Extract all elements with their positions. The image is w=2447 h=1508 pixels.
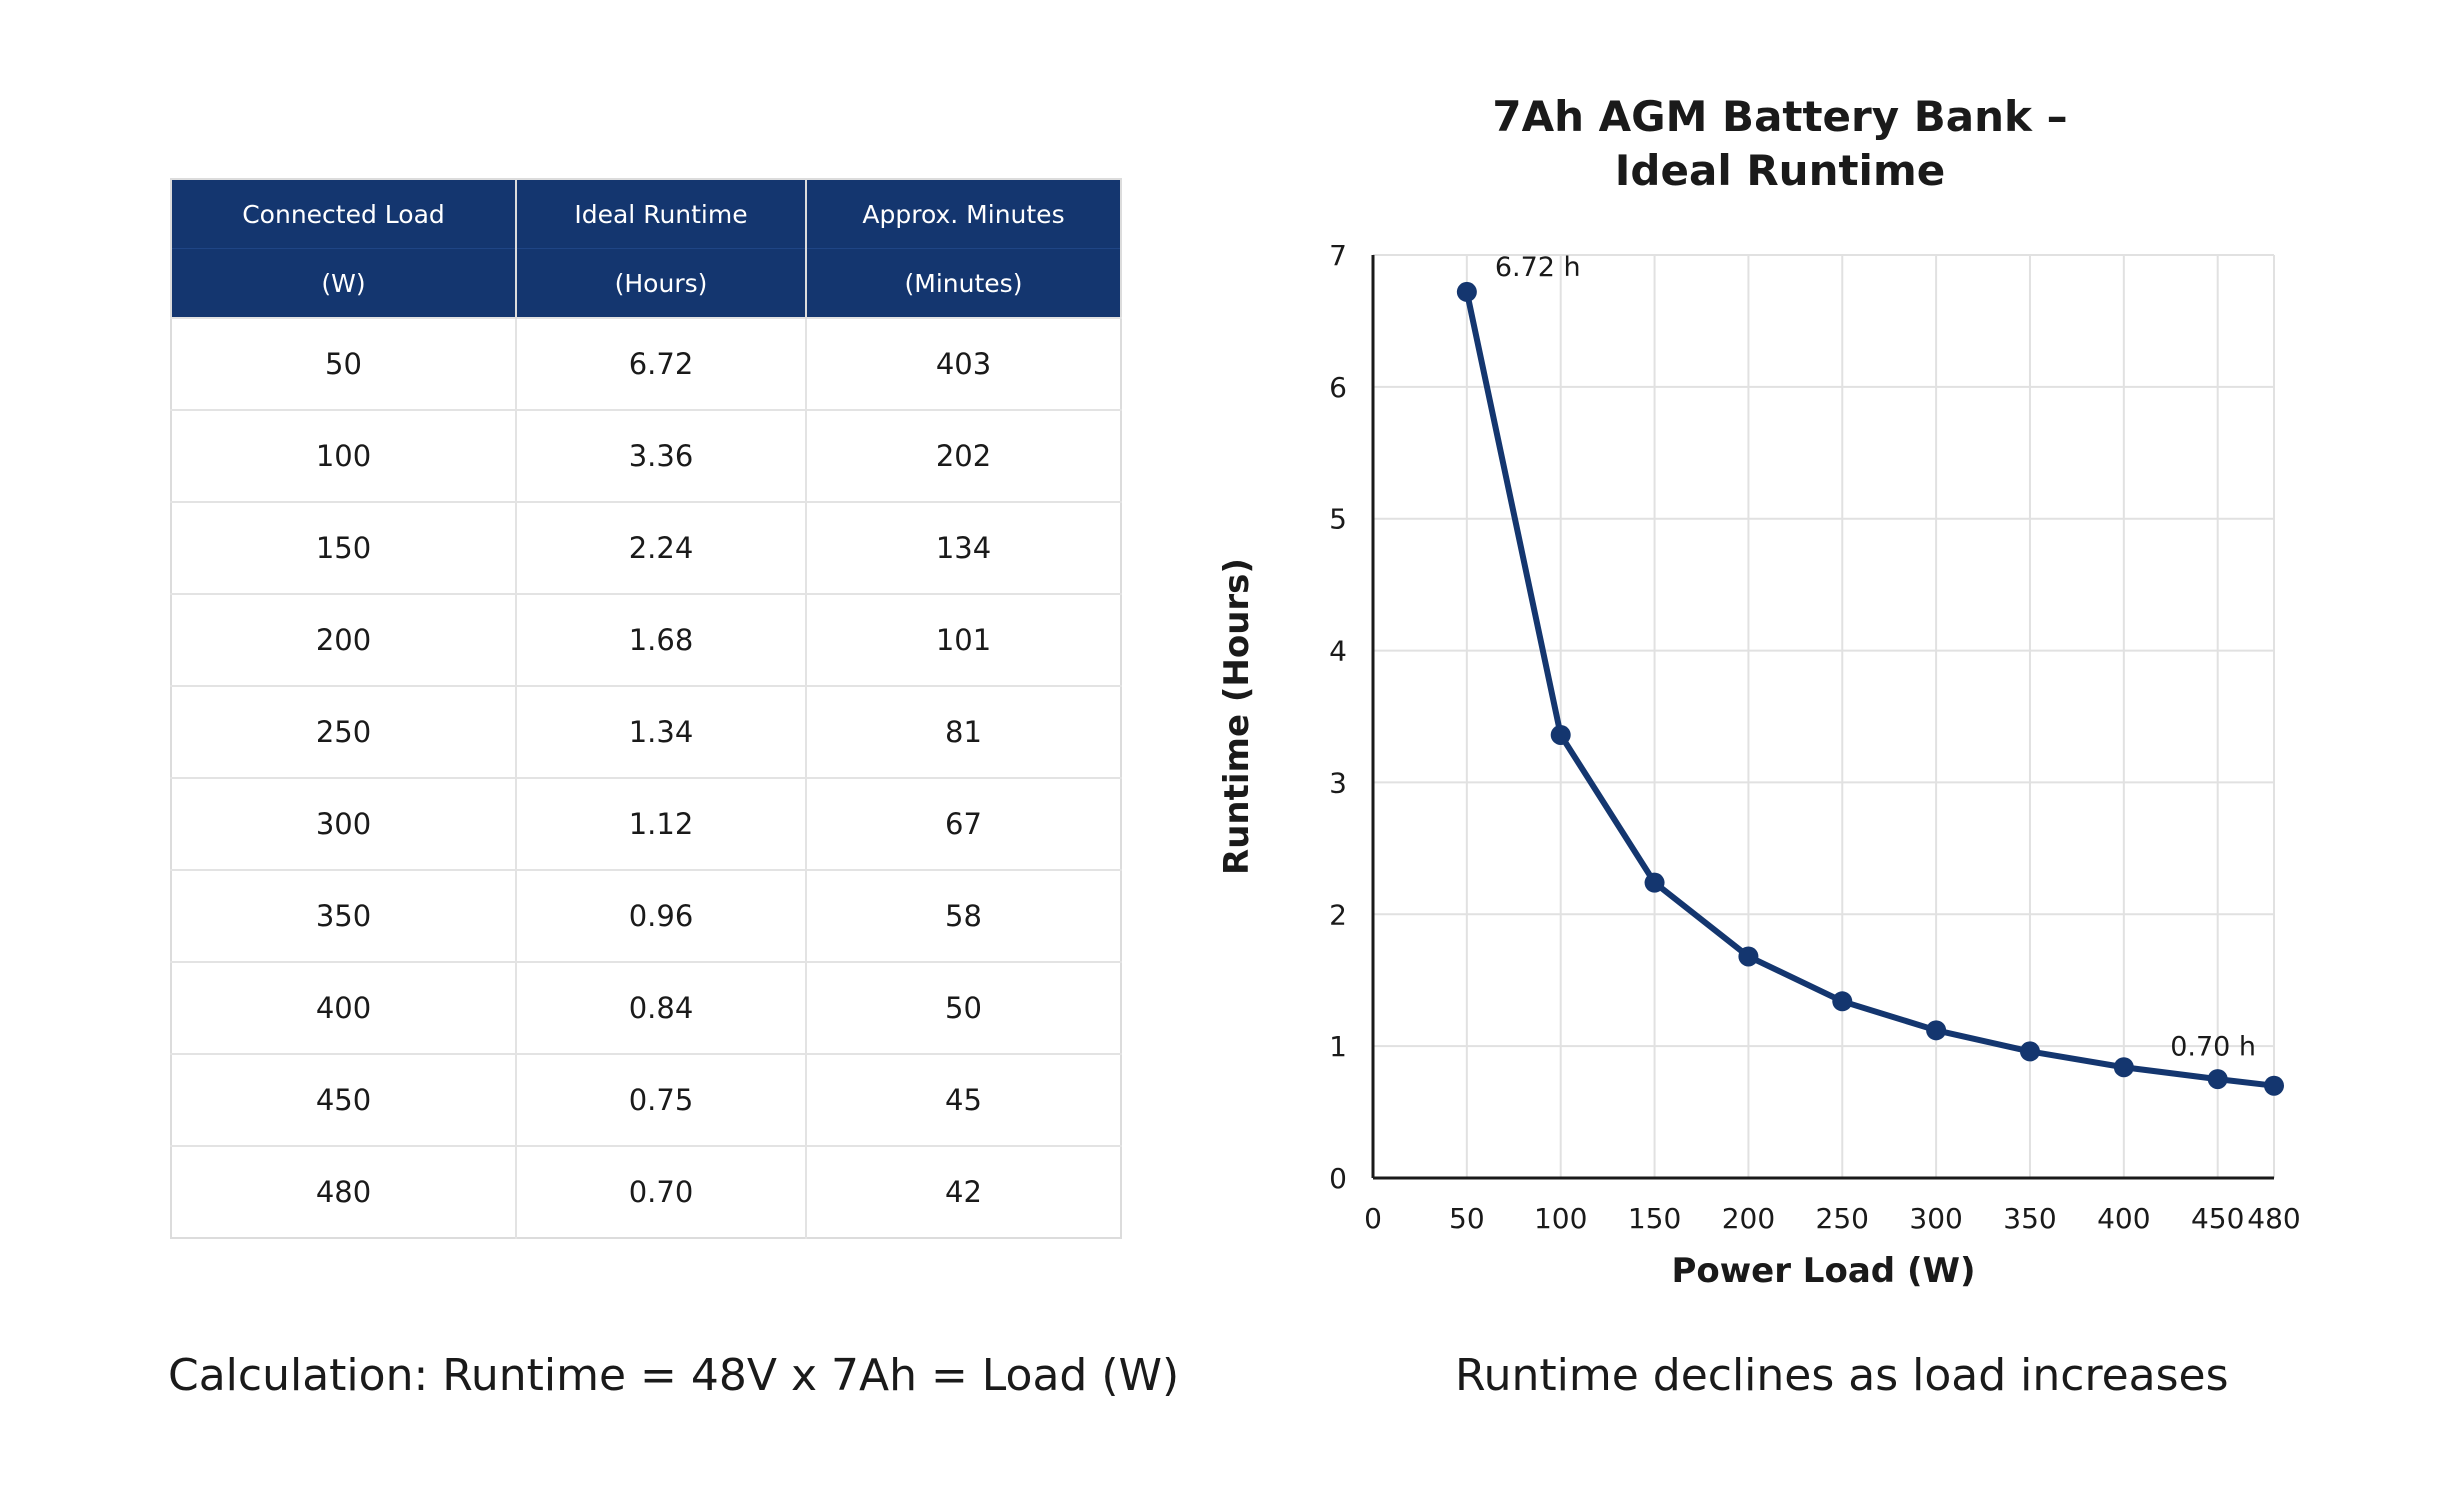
x-tick-label: 100 <box>1534 1202 1587 1235</box>
cell-minutes: 202 <box>805 409 1121 502</box>
y-tick-label: 4 <box>1329 635 1347 668</box>
cell-runtime-hours: 1.12 <box>515 777 806 870</box>
cell-load: 400 <box>171 961 516 1054</box>
cell-minutes: 67 <box>805 777 1121 870</box>
header-approx-minutes: Approx. Minutes <box>805 179 1121 249</box>
y-tick-label: 7 <box>1329 239 1347 272</box>
x-axis-label: Power Load (W) <box>1671 1251 1975 1291</box>
y-tick-label: 5 <box>1329 503 1347 536</box>
data-point <box>2264 1075 2284 1096</box>
table-row: 480 0.70 42 <box>171 1145 1121 1238</box>
data-point <box>2113 1057 2134 1078</box>
cell-load: 350 <box>171 869 516 962</box>
cell-runtime-hours: 0.75 <box>515 1053 806 1146</box>
data-point <box>1456 281 1477 302</box>
cell-load: 50 <box>171 317 516 410</box>
runtime-series-line <box>1463 288 2277 1089</box>
cell-load: 100 <box>171 409 516 502</box>
data-annotation: 6.72 h <box>1495 252 1581 283</box>
y-axis-label: Runtime (Hours) <box>1217 558 1257 875</box>
cell-runtime-hours: 1.68 <box>515 593 806 686</box>
table-row: 100 3.36 202 <box>171 409 1121 502</box>
table-header-row: Connected Load Ideal Runtime Approx. Min… <box>171 179 1121 249</box>
table-header-units-row: (W) (Hours) (Minutes) <box>171 248 1121 318</box>
y-tick-label: 6 <box>1329 371 1347 404</box>
cell-load: 250 <box>171 685 516 778</box>
chart-title-line-1: 7Ah AGM Battery Bank – <box>1492 92 2068 141</box>
data-point <box>1550 724 1571 745</box>
table-row: 400 0.84 50 <box>171 961 1121 1054</box>
data-point <box>2019 1041 2040 1062</box>
cell-load: 450 <box>171 1053 516 1146</box>
cell-runtime-hours: 0.70 <box>515 1145 806 1238</box>
cell-minutes: 42 <box>805 1145 1121 1238</box>
y-tick-label: 2 <box>1329 898 1347 931</box>
cell-minutes: 58 <box>805 869 1121 962</box>
table-row: 50 6.72 403 <box>171 317 1121 410</box>
header-ideal-runtime: Ideal Runtime <box>515 179 806 249</box>
y-tick-label: 0 <box>1329 1162 1347 1195</box>
header-connected-load: Connected Load <box>171 179 516 249</box>
chart-title-line-2: Ideal Runtime <box>1614 146 1946 195</box>
cell-load: 200 <box>171 593 516 686</box>
cell-minutes: 101 <box>805 593 1121 686</box>
chart-title: 7Ah AGM Battery Bank – Ideal Runtime <box>1480 90 2080 198</box>
table-row: 150 2.24 134 <box>171 501 1121 594</box>
trend-caption: Runtime declines as load increases <box>1455 1350 2229 1401</box>
table-row: 300 1.12 67 <box>171 777 1121 870</box>
cell-runtime-hours: 0.84 <box>515 961 806 1054</box>
data-point <box>1644 872 1665 893</box>
header-unit-minutes: (Minutes) <box>805 248 1121 318</box>
table-body: 50 6.72 403 100 3.36 202 150 2.24 134 200 1.68 101 2… <box>171 317 1121 1238</box>
y-tick-label: 3 <box>1329 766 1347 799</box>
cell-load: 300 <box>171 777 516 870</box>
cell-runtime-hours: 1.34 <box>515 685 806 778</box>
x-tick-label: 350 <box>2003 1202 2056 1235</box>
runtime-table: Connected Load Ideal Runtime Approx. Min… <box>170 178 1122 1239</box>
calculation-caption: Calculation: Runtime = 48V x 7Ah = Load … <box>168 1350 1180 1401</box>
header-unit-watts: (W) <box>171 248 516 318</box>
x-tick-label: 0 <box>1364 1202 1382 1235</box>
cell-load: 150 <box>171 501 516 594</box>
cell-runtime-hours: 3.36 <box>515 409 806 502</box>
data-point <box>1738 946 1759 967</box>
cell-minutes: 50 <box>805 961 1121 1054</box>
data-annotation: 0.70 h <box>2170 1032 2256 1063</box>
x-tick-label: 400 <box>2097 1202 2150 1235</box>
cell-minutes: 134 <box>805 501 1121 594</box>
table-row: 200 1.68 101 <box>171 593 1121 686</box>
table-row: 450 0.75 45 <box>171 1053 1121 1146</box>
data-point <box>1832 991 1853 1012</box>
table-row: 250 1.34 81 <box>171 685 1121 778</box>
x-tick-label: 150 <box>1628 1202 1681 1235</box>
cell-runtime-hours: 2.24 <box>515 501 806 594</box>
x-tick-label: 200 <box>1722 1202 1775 1235</box>
data-point <box>2207 1069 2228 1090</box>
cell-minutes: 45 <box>805 1053 1121 1146</box>
cell-minutes: 81 <box>805 685 1121 778</box>
x-tick-label: 300 <box>1909 1202 1962 1235</box>
x-tick-label: 50 <box>1449 1202 1485 1235</box>
cell-minutes: 403 <box>805 317 1121 410</box>
cell-runtime-hours: 0.96 <box>515 869 806 962</box>
cell-load: 480 <box>171 1145 516 1238</box>
cell-runtime-hours: 6.72 <box>515 317 806 410</box>
table-row: 350 0.96 58 <box>171 869 1121 962</box>
y-tick-label: 1 <box>1329 1030 1347 1063</box>
x-tick-label: 450 <box>2191 1202 2244 1235</box>
x-tick-label: 480 <box>2247 1202 2300 1235</box>
x-tick-label: 250 <box>1816 1202 1869 1235</box>
data-point <box>1926 1020 1947 1041</box>
header-unit-hours: (Hours) <box>515 248 806 318</box>
